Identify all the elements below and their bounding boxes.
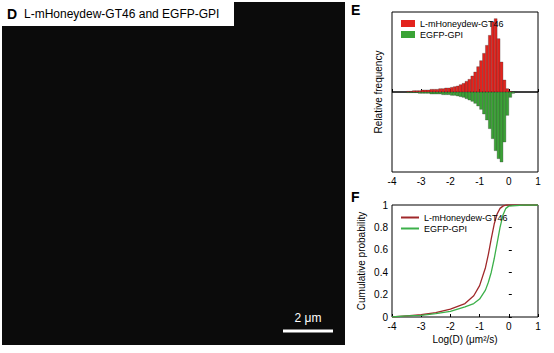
svg-text:Log(D) (μm²/s): Log(D) (μm²/s) [432,334,497,345]
svg-text:2 μm: 2 μm [295,311,322,325]
svg-text:0.6: 0.6 [374,244,388,255]
svg-text:-1: -1 [475,321,484,332]
svg-text:0: 0 [506,321,512,332]
svg-text:1: 1 [535,176,541,187]
svg-text:Cumulative probability: Cumulative probability [356,212,367,310]
svg-text:L-mHoneydew-GT46 and EGFP-GPI: L-mHoneydew-GT46 and EGFP-GPI [24,7,219,21]
svg-text:1: 1 [382,200,388,211]
svg-text:F: F [351,189,360,205]
svg-text:0.2: 0.2 [374,289,388,300]
svg-text:-2: -2 [446,321,455,332]
svg-text:Relative frequency: Relative frequency [373,51,384,134]
svg-text:-1: -1 [475,176,484,187]
svg-text:D: D [7,6,17,22]
svg-text:-3: -3 [417,176,426,187]
svg-text:-2: -2 [446,176,455,187]
svg-text:E: E [351,2,360,18]
svg-text:0.8: 0.8 [374,222,388,233]
svg-text:0.4: 0.4 [374,267,388,278]
svg-text:0: 0 [382,311,388,323]
svg-text:EGFP-GPI: EGFP-GPI [424,224,467,234]
svg-text:L-mHoneydew-GT46: L-mHoneydew-GT46 [424,213,508,223]
svg-text:-3: -3 [417,321,426,332]
svg-text:-4: -4 [388,176,397,187]
svg-text:-4: -4 [388,321,397,332]
svg-text:1: 1 [535,321,541,332]
svg-text:L-mHoneydew-GT46: L-mHoneydew-GT46 [420,19,504,29]
svg-text:0: 0 [506,176,512,187]
svg-text:EGFP-GPI: EGFP-GPI [420,30,463,40]
